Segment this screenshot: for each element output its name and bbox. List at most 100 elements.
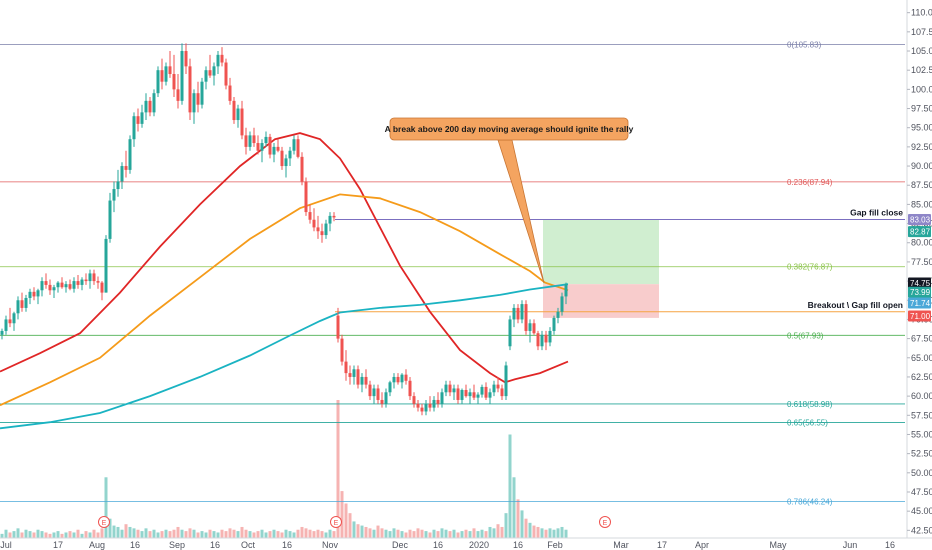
candle-body — [416, 403, 420, 408]
volume-bar — [560, 526, 564, 538]
candle-body — [320, 231, 324, 236]
volume-bar — [56, 531, 60, 538]
moving-average-line — [0, 283, 569, 430]
candle — [240, 100, 244, 140]
volume-bar — [124, 524, 128, 538]
volume-bar — [504, 513, 508, 538]
volume-bar — [128, 526, 132, 538]
candle-body — [304, 181, 308, 213]
candle — [528, 319, 532, 343]
candle — [120, 162, 124, 190]
candle-body — [548, 330, 552, 343]
candle-body — [64, 284, 68, 288]
candle — [20, 292, 24, 312]
price-tag-label: 71.00 — [910, 312, 931, 321]
candle — [524, 300, 528, 335]
candle-body — [288, 150, 292, 159]
candle-body — [280, 150, 284, 167]
fib-level-label: 0.65(56.55) — [787, 419, 828, 428]
time-tick-label: Mar — [613, 540, 629, 550]
price-tick-label: 97.50 — [911, 104, 932, 114]
time-tick-label: 2020 — [469, 540, 489, 550]
candle-body — [176, 89, 180, 101]
price-tick-label: 87.50 — [911, 180, 932, 190]
candle — [144, 93, 148, 121]
volume-bar — [140, 531, 144, 538]
candle — [132, 112, 136, 147]
candle — [152, 89, 156, 117]
volume-bar — [132, 528, 136, 538]
volume-bar — [0, 533, 4, 538]
volume-bar — [364, 526, 368, 538]
candle — [540, 330, 544, 351]
candle-body — [480, 386, 484, 395]
candle — [532, 319, 536, 335]
earnings-icon — [599, 516, 611, 528]
candle-body — [156, 70, 160, 94]
candle-body — [456, 388, 460, 400]
candle — [124, 150, 128, 178]
candle — [108, 192, 112, 243]
time-tick-label: Jul — [0, 540, 12, 550]
candle — [396, 373, 400, 385]
price-tag: 73.99 — [908, 286, 931, 298]
price-tick-label: 105.00 — [911, 46, 932, 56]
price-tick-label: 95.00 — [911, 123, 932, 133]
candle — [380, 392, 384, 408]
candle-body — [380, 399, 384, 404]
candle-body — [220, 54, 224, 63]
candle-body — [532, 323, 536, 334]
volume-bar — [444, 529, 448, 538]
volume-bar — [436, 531, 440, 538]
candle-body — [56, 282, 60, 288]
candle-body — [72, 281, 76, 289]
candle-body — [388, 382, 392, 393]
fib-level-label: 0.786(46.24) — [787, 498, 833, 507]
candle — [160, 58, 164, 90]
volume-bar — [184, 531, 188, 538]
volume-bar — [360, 525, 364, 538]
candle-body — [180, 51, 184, 101]
candle-body — [96, 281, 100, 283]
candle-body — [52, 287, 56, 291]
volume-bar — [500, 526, 504, 538]
candle-body — [512, 307, 516, 320]
volume-bar — [272, 529, 276, 538]
candle — [564, 282, 568, 305]
volume-bar — [208, 529, 212, 538]
volume-bars — [0, 400, 568, 538]
candle — [400, 373, 404, 389]
candle-body — [544, 334, 548, 343]
candle — [112, 181, 116, 213]
volume-bar — [40, 531, 44, 538]
candle — [536, 330, 540, 351]
time-tick-label: Dec — [392, 540, 409, 550]
candle — [48, 279, 52, 295]
candle-body — [164, 66, 168, 82]
candle — [216, 51, 220, 75]
candle — [408, 376, 412, 400]
price-tag-label: 82.87 — [910, 228, 931, 237]
candle — [508, 315, 512, 351]
candle-body — [0, 330, 4, 335]
volume-bar — [244, 529, 248, 538]
volume-bar — [440, 528, 444, 538]
candle-body — [184, 51, 188, 67]
volume-bar — [92, 529, 96, 538]
volume-bar — [296, 529, 300, 538]
volume-bar — [476, 531, 480, 538]
price-tick-label: 50.00 — [911, 468, 932, 478]
candle — [544, 330, 548, 351]
candle-body — [204, 70, 208, 82]
volume-bar — [496, 524, 500, 538]
price-tag-bg — [908, 297, 931, 309]
candle — [384, 388, 388, 408]
event-marker: E — [98, 516, 110, 528]
candle — [324, 219, 328, 239]
candle-body — [240, 108, 244, 136]
candle-body — [284, 158, 288, 167]
candle — [392, 373, 396, 389]
candle — [256, 135, 260, 155]
